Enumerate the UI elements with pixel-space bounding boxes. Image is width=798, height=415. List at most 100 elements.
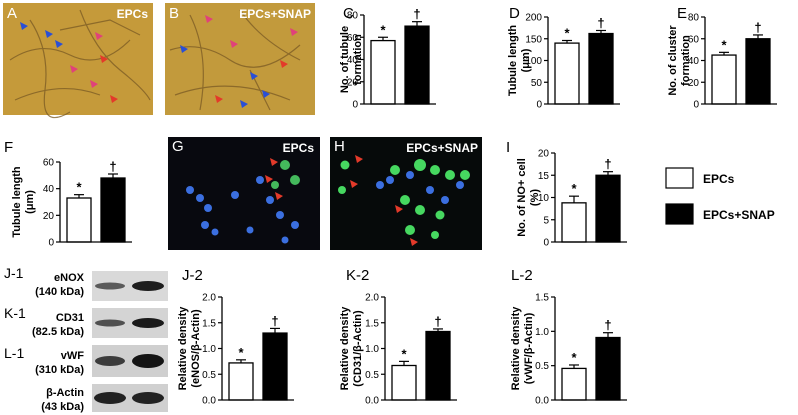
y-tick-label-i: 15 [538,171,550,182]
y-tick-label-d: 150 [525,34,542,45]
panel-label-l1: L-1 [4,345,24,361]
legend-label-epcs-snap: EPCs+SNAP [703,208,775,222]
significance-mark-j-2: * [238,345,244,360]
y-axis-label-d: Tubule length(μm) [507,25,532,97]
micrograph-g-image [168,137,320,250]
y-tick-label-l-2: 0.0 [535,396,549,407]
bar-i-epcs-snap [595,174,621,243]
panel-letter-k-2: K-2 [346,267,369,284]
y-axis-label-line: Tubule length [11,166,23,238]
y-tick-label-l-2: 1.0 [535,327,549,338]
panel-label-j1: J-1 [4,265,24,281]
significance-mark-i: † [604,157,611,172]
y-axis-label-l-2: Relative density(vWF/β-Actin) [510,306,535,391]
bar-l-2-epcs-snap [595,336,621,401]
y-tick-label-e: 40 [688,56,700,67]
y-tick-label-i: 20 [538,149,550,160]
y-axis-label-line: No. of tubule [339,26,351,93]
bar-k-2-epcs-snap [425,330,451,401]
y-tick-label-l-2: 1.5 [535,293,549,304]
y-axis-label-f: Tubule length(μm) [11,166,36,238]
significance-mark-j-2: † [271,313,278,328]
y-axis-label-k-2: Relative density(CD31/β-Actin) [339,306,364,391]
y-tick-label-e: 60 [688,34,700,45]
y-tick-label-c: 40 [347,55,359,66]
micrograph-h: H EPCs+SNAP [330,137,482,250]
y-tick-label-j-2: 0.0 [202,396,216,407]
blot-size-enox: (140 kDa) [35,286,84,298]
blot-strip-cd31 [92,308,168,338]
significance-mark-e: * [721,37,727,52]
micrograph-b-image [165,3,315,115]
micrograph-g-no-signal [271,160,300,189]
micrograph-h-arrows [350,155,418,246]
y-axis-label-line: formation [680,35,692,86]
panel-letter-e: E [677,5,687,22]
micrograph-b-arrows [180,15,298,108]
blot-size-cd31: (82.5 kDa) [32,326,84,338]
significance-mark-c: * [380,22,386,37]
panel-letter-l-2: L-2 [511,267,533,284]
significance-mark-c: † [413,7,420,22]
y-axis-label-line: (eNOS/β-Actin) [190,309,202,388]
panel-letter-f: F [4,139,13,156]
micrograph-h-no-signal [338,159,470,239]
blot-name-actin: β-Actin [46,387,84,399]
blot-size-vwf: (310 kDa) [35,364,84,376]
y-axis-label-line: No. of NO+ cell [516,158,528,237]
significance-mark-e: † [754,20,761,35]
y-axis-label-line: (vWF/β-Actin) [523,312,535,384]
panel-letter-h: H [334,138,345,155]
y-tick-label-k-2: 1.0 [365,344,379,355]
significance-mark-k-2: * [401,346,407,361]
panel-letter-g: G [172,138,184,155]
y-tick-label-j-2: 2.0 [202,293,216,304]
significance-mark-l-2: † [604,318,611,333]
panel-letter-d: D [509,5,520,22]
blot-size-actin: (43 kDa) [41,401,84,413]
bar-l-2-epcs [561,367,587,401]
micrograph-b-label: EPCs+SNAP [239,7,311,21]
significance-mark-l-2: * [571,350,577,365]
y-tick-label-i: 10 [538,193,550,204]
significance-mark-k-2: † [434,314,441,329]
blot-name-cd31: CD31 [56,312,84,324]
y-tick-label-d: 0 [536,100,542,111]
y-tick-label-f: 20 [43,211,55,222]
blot-name-enox: eNOX [54,272,85,284]
y-tick-label-f: 60 [43,158,55,169]
bar-j-2-epcs-snap [262,332,288,401]
significance-mark-d: * [564,25,570,40]
bar-d-epcs [554,42,580,105]
panel-letter-a: A [7,5,17,22]
y-tick-label-e: 20 [688,78,700,89]
y-tick-label-c: 80 [347,11,359,22]
panel-letter-j-2: J-2 [182,267,203,284]
bar-d-epcs-snap [588,32,614,105]
significance-mark-i: * [571,181,577,196]
y-tick-label-i: 5 [543,215,549,226]
blot-strip-enox [92,271,168,301]
y-tick-label-l-2: 0.5 [535,361,549,372]
legend-swatch-epcs-snap [665,203,694,225]
y-axis-label-line: (μm) [24,190,36,214]
y-tick-label-d: 50 [531,78,543,89]
y-axis-label-line: formation [352,34,364,85]
y-axis-label-line: Relative density [339,306,351,391]
y-axis-label-line: (μm) [520,48,532,72]
y-tick-label-c: 0 [352,100,358,111]
significance-mark-f: † [109,159,116,174]
y-axis-label-line: Relative density [510,306,522,391]
y-tick-label-k-2: 0.0 [365,396,379,407]
blot-name-vwf: vWF [61,350,85,362]
significance-mark-d: † [597,15,604,30]
micrograph-g-label: EPCs [283,141,315,155]
legend: EPCs EPCs+SNAP [665,167,775,225]
blot-strip-actin [92,384,168,412]
y-tick-label-f: 40 [43,184,55,195]
micrograph-g: G EPCs [168,137,320,250]
